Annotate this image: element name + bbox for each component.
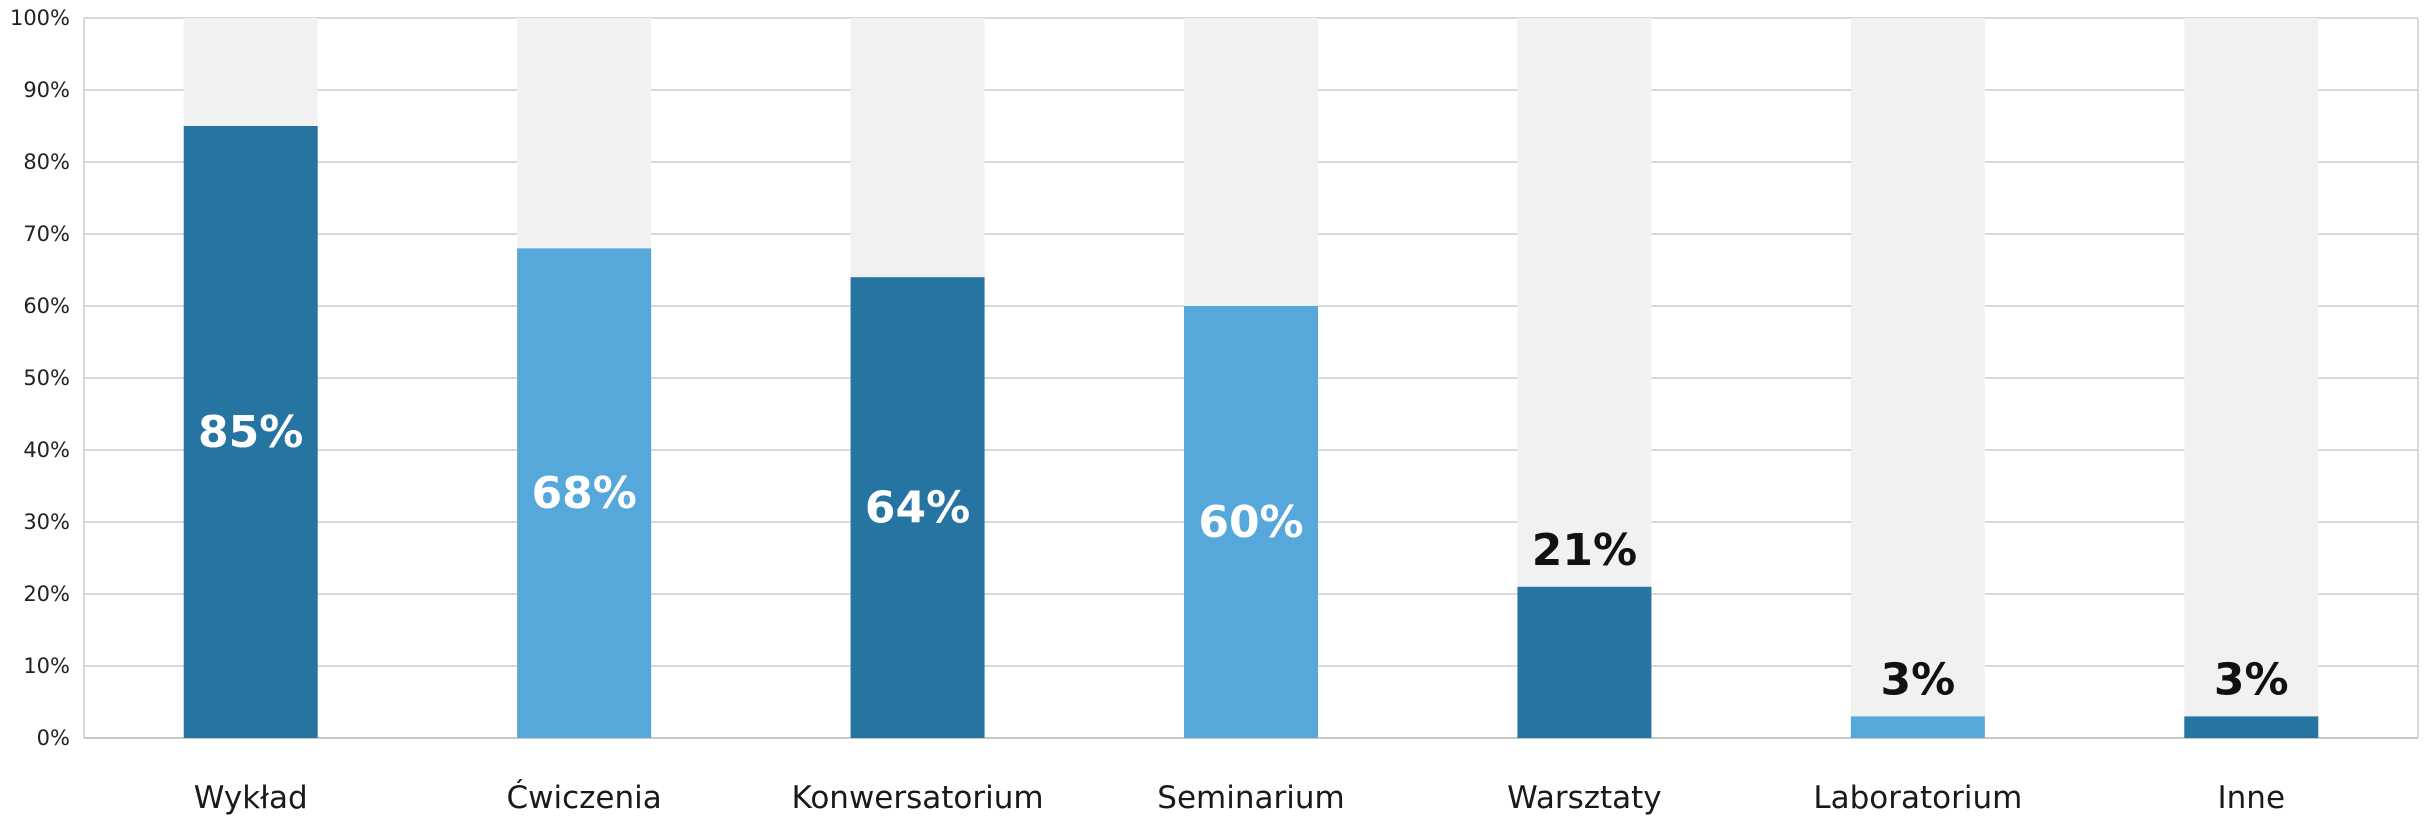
data-labels: 85% 68% 64% 60% 21% 3% 3% bbox=[198, 407, 2289, 705]
data-label: 68% bbox=[531, 468, 636, 519]
category-label: Wykład bbox=[194, 780, 308, 816]
background-bar bbox=[2184, 18, 2319, 738]
data-label: 64% bbox=[865, 483, 970, 534]
y-tick-label: 90% bbox=[23, 78, 70, 102]
y-tick-label: 40% bbox=[23, 438, 70, 462]
category-label: Laboratorium bbox=[1813, 780, 2022, 816]
y-tick-label: 60% bbox=[23, 294, 70, 318]
category-label: Inne bbox=[2218, 780, 2286, 816]
data-label: 3% bbox=[1881, 654, 1956, 705]
bar bbox=[183, 126, 318, 738]
bars bbox=[183, 18, 2319, 738]
y-tick-label: 0% bbox=[37, 726, 70, 750]
y-tick-label: 20% bbox=[23, 582, 70, 606]
bar bbox=[1850, 716, 1985, 738]
category-label: Konwersatorium bbox=[792, 780, 1044, 816]
data-label: 3% bbox=[2214, 654, 2289, 705]
bar bbox=[2184, 716, 2319, 738]
y-tick-label: 70% bbox=[23, 222, 70, 246]
data-label: 60% bbox=[1198, 497, 1303, 548]
y-axis-ticks: 0% 10% 20% 30% 40% 50% 60% 70% 80% 90% 100% bbox=[10, 6, 70, 750]
y-tick-label: 10% bbox=[23, 654, 70, 678]
bar bbox=[850, 277, 985, 738]
category-label: Warsztaty bbox=[1507, 780, 1662, 816]
bar bbox=[1517, 586, 1652, 738]
y-tick-label: 100% bbox=[10, 6, 70, 30]
data-label: 85% bbox=[198, 407, 303, 458]
data-label: 21% bbox=[1532, 525, 1637, 576]
category-label: Seminarium bbox=[1157, 780, 1344, 816]
y-tick-label: 50% bbox=[23, 366, 70, 390]
y-tick-label: 30% bbox=[23, 510, 70, 534]
bar bbox=[1184, 306, 1318, 738]
bar bbox=[517, 248, 652, 738]
category-label: Ćwiczenia bbox=[507, 779, 662, 816]
y-tick-label: 80% bbox=[23, 150, 70, 174]
category-labels: Wykład Ćwiczenia Konwersatorium Seminarium W… bbox=[194, 779, 2285, 816]
background-bar bbox=[1850, 18, 1985, 738]
